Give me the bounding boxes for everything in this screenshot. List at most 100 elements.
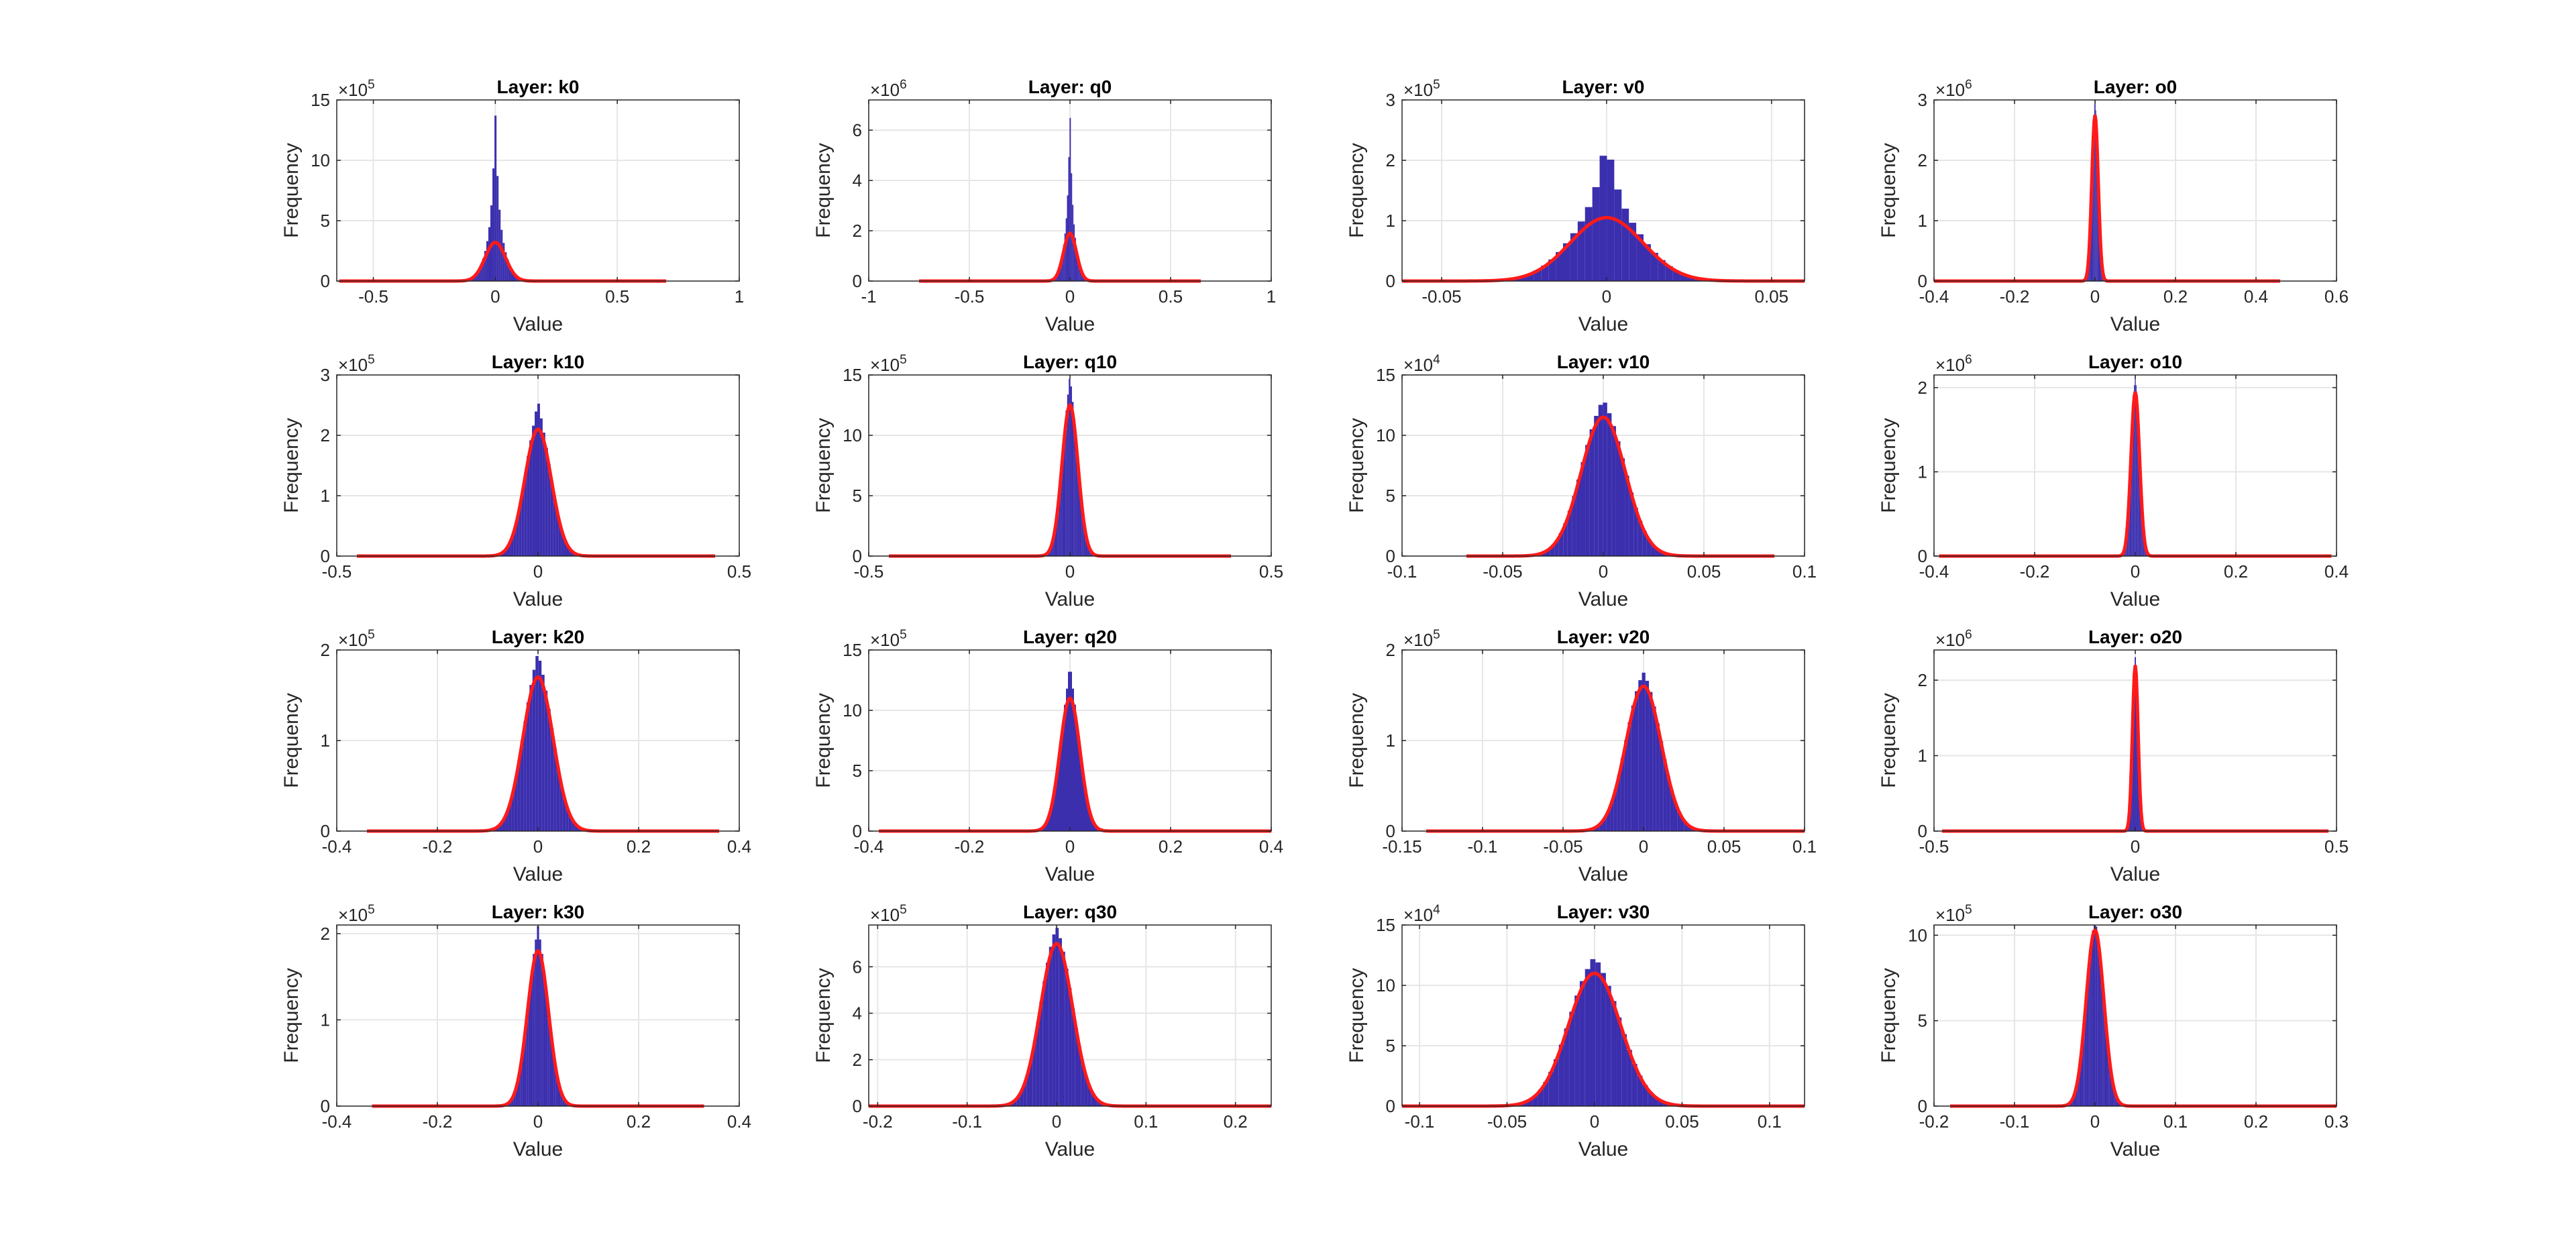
x-tick-label: 0	[2090, 286, 2100, 307]
y-axis-label: Frequency	[1878, 693, 1900, 788]
histogram-bar	[508, 265, 511, 281]
x-tick-label: 0	[533, 836, 543, 857]
histogram-bar	[496, 826, 500, 831]
histogram-bar	[2135, 657, 2136, 831]
histogram-bars	[1506, 959, 1684, 1106]
histogram-bar	[2100, 970, 2103, 1106]
histogram-bar	[568, 814, 572, 831]
histogram-bar	[484, 251, 486, 281]
histogram-bar	[1069, 378, 1071, 556]
histogram-bar	[505, 547, 508, 556]
histogram-bar	[519, 503, 522, 556]
histogram-bar	[1680, 818, 1684, 831]
histogram-bar	[1071, 173, 1073, 281]
histogram-bar	[1085, 533, 1087, 556]
histogram-bar	[1629, 223, 1637, 281]
histogram-bar	[547, 1009, 550, 1106]
histogram-bar	[1688, 826, 1692, 831]
histogram-bars	[2063, 925, 2126, 1106]
histogram-bar	[1081, 508, 1083, 556]
x-tick-label: -0.4	[1919, 286, 1949, 307]
histogram-bar	[1660, 551, 1665, 556]
histogram-bar	[513, 528, 517, 556]
y-tick-label: 10	[1376, 975, 1395, 995]
histogram-bar	[2084, 1002, 2087, 1106]
histogram-bar	[559, 782, 563, 831]
x-tick-label: 0	[1602, 286, 1611, 307]
x-tick-label: -0.1	[1468, 836, 1498, 857]
histogram-bar	[550, 480, 553, 556]
histogram-bar	[1052, 934, 1056, 1106]
y-tick-label: 2	[1918, 670, 1927, 690]
histogram-bar	[527, 455, 530, 556]
histogram-bar	[1054, 528, 1057, 556]
x-tick-label: 0	[1052, 1111, 1061, 1132]
histogram-bar	[537, 926, 539, 1106]
histogram-bar	[532, 669, 536, 831]
axis-exponent: ×104	[1403, 903, 1440, 925]
y-axis-label: Frequency	[1878, 968, 1900, 1063]
y-tick-label: 1	[1386, 730, 1395, 751]
y-tick-label: 1	[1918, 461, 1927, 482]
histogram-bar	[1086, 540, 1088, 556]
x-tick-label: 0.5	[1259, 561, 1283, 582]
histogram-bar	[502, 551, 506, 556]
x-tick-label: -0.05	[1487, 1111, 1527, 1132]
histogram-bar	[509, 1101, 512, 1106]
histogram-bar	[564, 1101, 567, 1106]
y-tick-label: 15	[1376, 915, 1395, 935]
histogram-bar	[566, 806, 569, 831]
histogram-bar	[1072, 688, 1074, 831]
histogram-bar	[2102, 991, 2104, 1106]
y-tick-label: 0	[321, 271, 330, 291]
x-tick-label: -0.4	[1919, 561, 1949, 582]
histogram-bar	[1014, 1099, 1017, 1106]
y-axis-label: Frequency	[280, 143, 303, 238]
x-tick-label: -0.2	[423, 836, 453, 857]
y-axis-label: Frequency	[812, 968, 835, 1063]
histogram-bar	[556, 765, 560, 831]
histogram-bar	[496, 176, 499, 281]
y-tick-label: 2	[1918, 150, 1927, 170]
histogram-bar	[1048, 816, 1050, 831]
y-tick-label: 2	[321, 640, 330, 660]
histogram-bar	[2081, 1043, 2084, 1106]
histogram-bar	[1068, 987, 1072, 1106]
y-axis-label: Frequency	[812, 143, 835, 238]
y-axis-label: Frequency	[280, 968, 303, 1063]
histogram-bar	[1522, 1102, 1528, 1106]
histogram-bar	[526, 1009, 529, 1106]
histogram-bar	[514, 777, 518, 831]
x-tick-label: -0.05	[1483, 561, 1522, 582]
x-tick-label: 0	[2131, 561, 2140, 582]
histogram-bar	[2109, 1067, 2112, 1106]
x-tick-label: 0	[1065, 286, 1075, 307]
histogram-bar	[574, 824, 578, 831]
histogram-bar	[539, 939, 541, 1106]
y-tick-label: 1	[321, 730, 330, 751]
x-tick-label: -0.05	[1543, 836, 1582, 857]
subplot-title: Layer: k0	[497, 76, 580, 97]
histogram-bar	[524, 472, 527, 556]
histogram-bar	[504, 252, 507, 281]
y-tick-label: 0	[321, 821, 330, 841]
subplot-title: Layer: k10	[492, 351, 585, 372]
histogram-bar	[2072, 1097, 2074, 1106]
histogram-bar	[541, 674, 545, 831]
histogram-bar	[547, 464, 551, 556]
y-tick-label: 0	[1386, 1096, 1395, 1116]
x-tick-label: 0.1	[2163, 1111, 2188, 1132]
histogram-bar	[1607, 413, 1612, 556]
x-axis-label: Value	[1045, 588, 1095, 610]
subplot-7: -0.4 -0.2 0 0.2 0.4 0 1 2 ×106 Layer: o10 Value Fre…	[1878, 351, 2349, 610]
histogram-bar	[1611, 1001, 1617, 1106]
axis-exponent: ×105	[870, 353, 907, 375]
histogram-bar	[538, 661, 542, 831]
histogram-bar	[1071, 1008, 1075, 1106]
histogram-bar	[1075, 437, 1077, 556]
histogram-bar	[1094, 825, 1096, 831]
axes-box	[1401, 99, 1805, 282]
histogram-bar	[1648, 1091, 1654, 1106]
histogram-bar	[1073, 419, 1075, 556]
